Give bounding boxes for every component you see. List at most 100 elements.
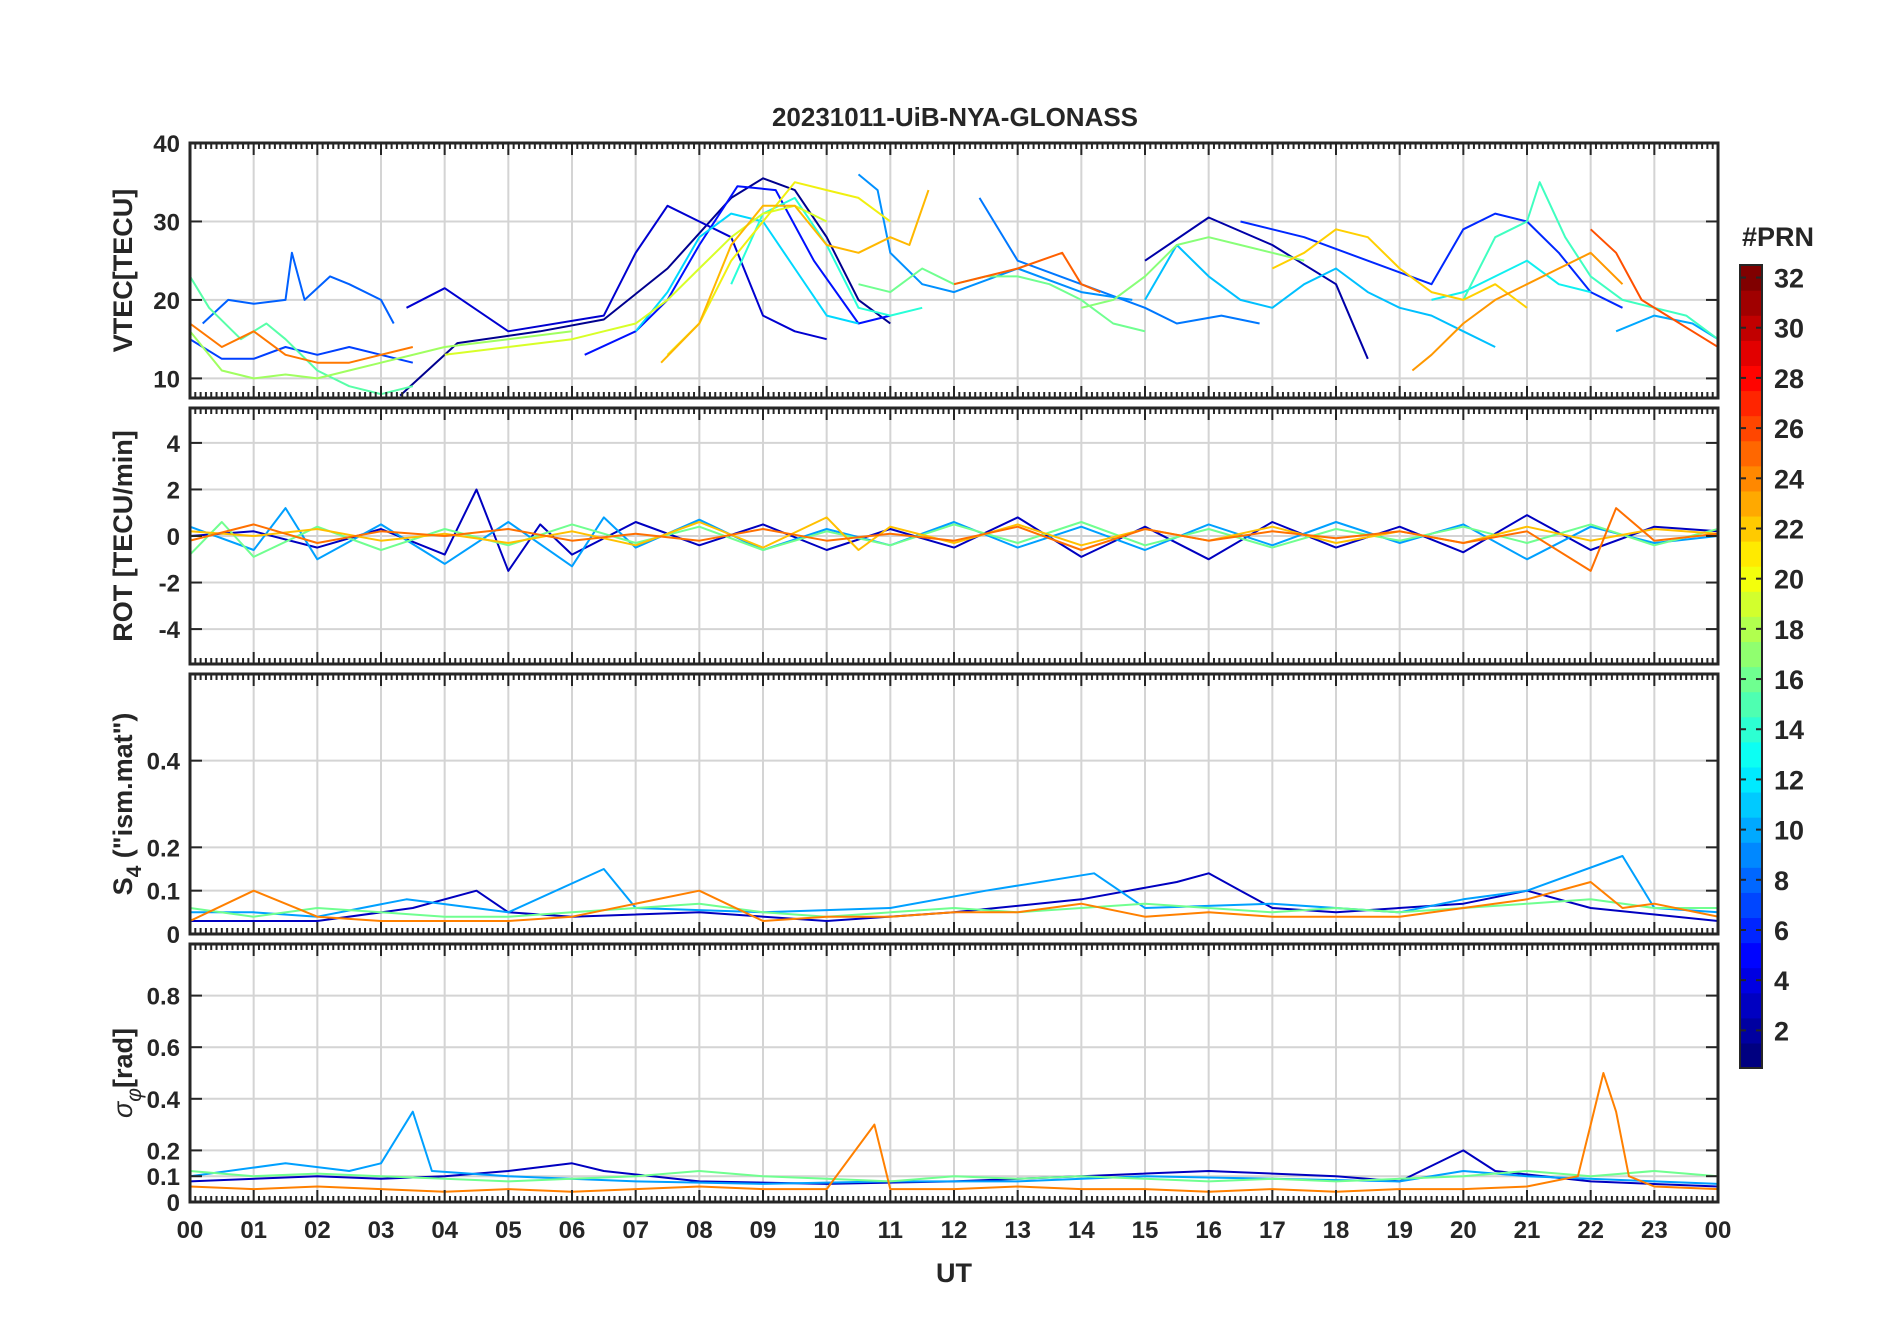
- x-tick-label: 23: [1641, 1217, 1668, 1244]
- y-axis-label-sigma_phi: σφ[rad]: [108, 1028, 146, 1118]
- x-tick-label: 21: [1514, 1217, 1541, 1244]
- y-axis-label-s4: S4 ("ism.mat"): [108, 713, 146, 896]
- colorbar-tick-label: 14: [1774, 715, 1804, 745]
- series-line-vtec-19: [444, 204, 828, 356]
- y-tick-label-s4: 0.2: [147, 835, 180, 862]
- series-line-vtec-17: [1081, 236, 1305, 309]
- series-line-s4-3: [190, 881, 1718, 922]
- colorbar-tick-label: 18: [1774, 615, 1804, 645]
- y-tick-label-sigma_phi: 0.8: [147, 984, 180, 1011]
- x-tick-label: 08: [686, 1217, 713, 1244]
- series-line-sigma_phi-3: [190, 1072, 1718, 1193]
- y-tick-label-vtec: 30: [153, 209, 180, 236]
- chart-title: 20231011-UiB-NYA-GLONASS: [772, 102, 1138, 132]
- y-tick-label-s4: 0.1: [147, 879, 180, 906]
- colorbar-tick-label: 28: [1774, 364, 1804, 394]
- series-line-vtec-14: [1462, 181, 1718, 341]
- series-line-vtec-8: [857, 173, 1133, 301]
- series-line-vtec-15: [190, 275, 414, 396]
- series-line-vtec-5: [190, 338, 414, 364]
- colorbar-tick-label: 2: [1774, 1016, 1789, 1046]
- y-tick-label-sigma_phi: 0.6: [147, 1035, 180, 1062]
- x-tick-label: 17: [1259, 1217, 1286, 1244]
- series-group-rot: [190, 488, 1718, 572]
- x-tick-label: 15: [1132, 1217, 1159, 1244]
- y-tick-label-sigma_phi: 0.1: [147, 1164, 180, 1191]
- y-tick-label-sigma_phi: 0.2: [147, 1138, 180, 1165]
- y-tick-label-rot: 0: [167, 524, 180, 551]
- series-line-vtec-22: [660, 189, 930, 364]
- x-tick-label: 09: [750, 1217, 777, 1244]
- series-line-vtec-3: [584, 185, 891, 356]
- colorbar-tick-label: 12: [1774, 765, 1804, 795]
- colorbar-tick-label: 30: [1774, 314, 1804, 344]
- x-tick-label: 06: [559, 1217, 586, 1244]
- y-tick-label-sigma_phi: 0: [167, 1190, 180, 1217]
- y-axis-label-vtec: VTEC[TECU]: [108, 189, 138, 353]
- series-group-vtec: [190, 173, 1718, 397]
- series-line-sigma_phi-1: [190, 1110, 1718, 1185]
- x-tick-label: 04: [431, 1217, 458, 1244]
- series-line-vtec-7: [978, 197, 1260, 325]
- series-line-vtec-1: [1144, 216, 1369, 360]
- colorbar-tick-label: 24: [1774, 464, 1804, 494]
- colorbar-tick-label: 26: [1774, 414, 1804, 444]
- x-tick-label: 13: [1004, 1217, 1031, 1244]
- y-axis-label-rot: ROT [TECU/min]: [108, 430, 138, 641]
- y-tick-label-rot: -4: [159, 617, 181, 644]
- y-tick-label-s4: 0: [167, 922, 180, 949]
- series-line-vtec-25: [953, 251, 1101, 294]
- colorbar-tick-label: 20: [1774, 565, 1804, 595]
- y-tick-label-sigma_phi: 0.4: [147, 1087, 181, 1114]
- series-line-vtec-18: [190, 330, 573, 380]
- grid-s4: [190, 674, 1718, 934]
- series-line-vtec-0: [399, 177, 891, 397]
- series-line-vtec-12: [1431, 259, 1591, 301]
- x-tick-label: 16: [1195, 1217, 1222, 1244]
- series-line-vtec-24: [190, 322, 414, 364]
- x-tick-label: 00: [1705, 1217, 1732, 1244]
- x-tick-label: 22: [1577, 1217, 1604, 1244]
- panel-sigma_phi: 00.10.2 0.4 0.6 0.8σφ[rad]: [108, 942, 1720, 1217]
- x-tick-label: 03: [368, 1217, 395, 1244]
- x-tick-label: 02: [304, 1217, 331, 1244]
- colorbar-label: #PRN: [1742, 222, 1814, 252]
- x-tick-label: 12: [941, 1217, 968, 1244]
- x-tick-label: 10: [813, 1217, 840, 1244]
- colorbar-tick-label: 4: [1774, 966, 1789, 996]
- series-line-vtec-23: [1411, 251, 1624, 372]
- series-line-sigma_phi-0: [190, 1149, 1718, 1188]
- colorbar-tick-label: 6: [1774, 916, 1789, 946]
- x-tick-label: 20: [1450, 1217, 1477, 1244]
- series-group-sigma_phi: [190, 1072, 1718, 1193]
- x-tick-label: 01: [240, 1217, 267, 1244]
- x-tick-label: 11: [878, 1217, 903, 1244]
- series-line-vtec-16: [858, 267, 1146, 333]
- colorbar-tick-label: 22: [1774, 514, 1804, 544]
- series-line-s4-0: [190, 872, 1718, 922]
- panel-rot: -4 -2 0 2 4 ROT [TECU/min]: [108, 406, 1720, 666]
- x-tick-label: 14: [1068, 1217, 1095, 1244]
- x-ticks-vtec: [189, 143, 1719, 398]
- y-tick-label-vtec: 10: [153, 366, 180, 393]
- series-group-s4: [190, 855, 1718, 922]
- y-tick-label-rot: -2: [159, 571, 180, 598]
- series-line-sigma_phi-2: [190, 1170, 1718, 1183]
- y-tick-label-s4: 0.4: [147, 749, 181, 776]
- y-tick-label-vtec: 40: [153, 131, 180, 158]
- series-line-s4-1: [190, 855, 1718, 918]
- series-line-rot-4: [190, 507, 1718, 572]
- series-line-vtec-2: [406, 204, 827, 341]
- x-tick-label: 19: [1386, 1217, 1413, 1244]
- series-line-vtec-11: [634, 212, 859, 332]
- x-ticks-rot: [189, 408, 1719, 664]
- x-tick-label: 18: [1323, 1217, 1350, 1244]
- y-tick-label-rot: 2: [167, 477, 180, 504]
- colorbar-tick-label: 16: [1774, 665, 1804, 695]
- x-tick-label: 05: [495, 1217, 522, 1244]
- x-ticks-s4: [189, 674, 1719, 934]
- colorbar-tick-label: 8: [1774, 866, 1789, 896]
- series-line-vtec-10: [1144, 244, 1496, 348]
- panel-s4: 0 0.1 0.2 0.4S4 ("ism.mat"): [108, 672, 1720, 949]
